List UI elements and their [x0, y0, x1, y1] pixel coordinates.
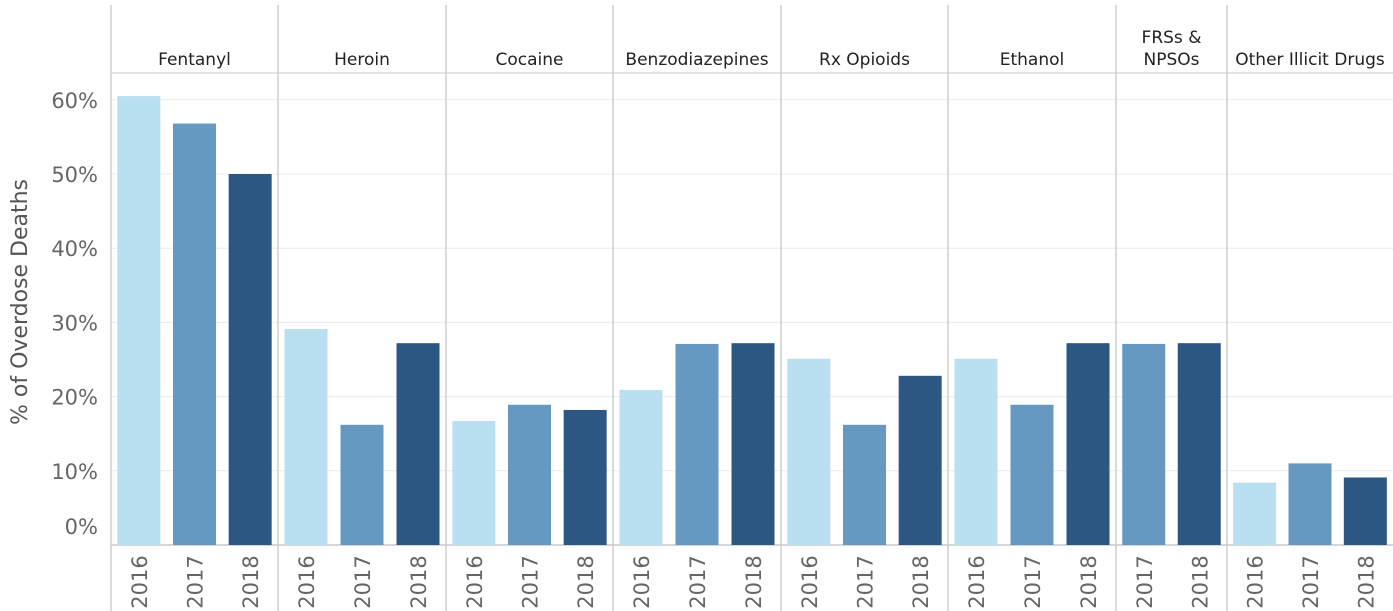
bar: [843, 424, 886, 545]
x-tick-label: 2016: [295, 555, 319, 608]
bar: [396, 343, 440, 545]
bar: [954, 358, 998, 545]
bar: [452, 421, 496, 545]
x-tick-label: 2017: [686, 555, 710, 608]
bar: [619, 389, 663, 545]
bar: [787, 358, 831, 545]
y-tick-label: 50%: [51, 163, 98, 187]
x-tick-label: 2018: [239, 555, 263, 608]
y-tick-label: 10%: [51, 460, 98, 484]
bar: [1010, 404, 1054, 545]
bar: [1066, 343, 1110, 545]
panel-label: Cocaine: [496, 50, 564, 70]
panel-label: Other Illicit Drugs: [1235, 50, 1385, 70]
x-tick-label: 2017: [351, 555, 375, 608]
bar: [340, 424, 384, 545]
x-tick-label: 2018: [407, 555, 431, 608]
bar: [675, 343, 719, 545]
bar: [173, 123, 216, 545]
x-tick-label: 2016: [630, 555, 654, 608]
bar: [228, 174, 272, 545]
bar: [1122, 343, 1166, 545]
y-axis-label: % of Overdose Deaths: [8, 179, 33, 425]
x-tick-label: 2017: [1299, 555, 1323, 608]
panel-label: Fentanyl: [158, 50, 231, 70]
bar: [508, 404, 551, 545]
bar: [1177, 343, 1221, 545]
bar: [117, 96, 161, 545]
panel-label: FRSs &: [1142, 28, 1202, 48]
x-tick-label: 2017: [519, 555, 543, 608]
x-tick-label: 2016: [965, 555, 989, 608]
panel-label: Heroin: [334, 50, 390, 70]
bar: [731, 343, 775, 545]
y-tick-label: 20%: [51, 386, 98, 410]
x-tick-label: 2018: [1077, 555, 1101, 608]
y-tick-label: 0%: [65, 515, 98, 539]
x-tick-label: 2016: [463, 555, 487, 608]
bar: [1343, 477, 1387, 545]
x-tick-label: 2017: [1133, 555, 1157, 608]
y-tick-label: 40%: [51, 237, 98, 261]
x-tick-label: 2017: [854, 555, 878, 608]
x-tick-label: 2018: [742, 555, 766, 608]
bar: [1288, 463, 1332, 545]
y-tick-label: 60%: [51, 89, 98, 113]
x-tick-label: 2016: [1244, 555, 1268, 608]
y-tick-label: 30%: [51, 311, 98, 335]
panel-label: Ethanol: [1000, 50, 1065, 70]
x-tick-label: 2017: [1021, 555, 1045, 608]
x-tick-label: 2018: [1354, 555, 1378, 608]
x-tick-label: 2017: [184, 555, 208, 608]
x-tick-label: 2016: [128, 555, 152, 608]
bar: [563, 409, 607, 545]
x-tick-label: 2016: [798, 555, 822, 608]
bar: [284, 329, 328, 545]
panel-label: NPSOs: [1144, 50, 1200, 70]
x-tick-label: 2018: [574, 555, 598, 608]
panel-label: Rx Opioids: [819, 50, 910, 70]
bar: [1233, 482, 1277, 545]
x-tick-label: 2018: [1188, 555, 1212, 608]
panel-label: Benzodiazepines: [625, 50, 768, 70]
x-tick-label: 2018: [909, 555, 933, 608]
bar: [898, 375, 942, 545]
